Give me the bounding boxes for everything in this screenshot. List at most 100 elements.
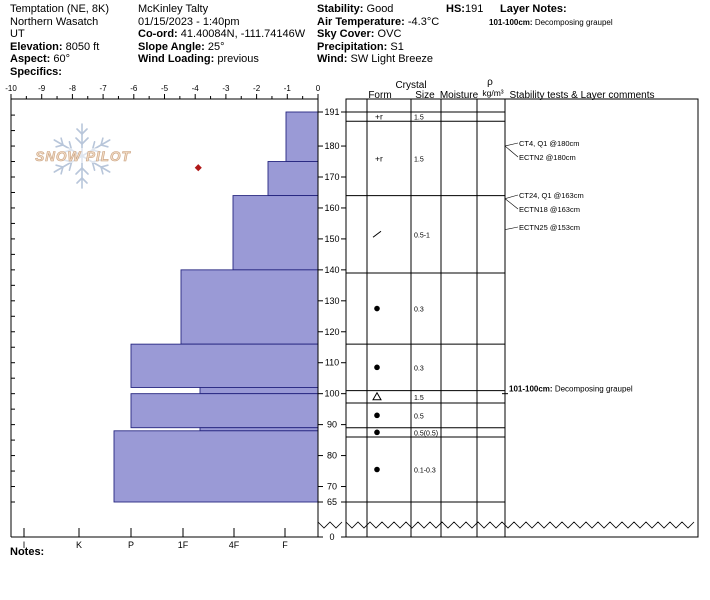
hardness-bar — [232, 195, 319, 271]
height-tick-label: 110 — [325, 358, 339, 368]
hardness-bar — [130, 393, 319, 429]
axis-break-mark — [345, 521, 695, 529]
layer-comment: 101-100cm: Decomposing graupel — [509, 385, 633, 394]
temp-tick-label: -5 — [161, 84, 169, 93]
temp-tick-label: -3 — [222, 84, 230, 93]
specifics: Specifics: — [10, 65, 62, 78]
layer-notes-entry: 101-100cm: Decomposing graupel — [489, 18, 613, 27]
location-range: Northern Wasatch — [10, 15, 99, 28]
temp-tick-label: -2 — [253, 84, 261, 93]
layer-notes-title: Layer Notes: — [500, 3, 567, 15]
temp-tick-label: -4 — [192, 84, 200, 93]
hardness-bar — [267, 161, 319, 197]
location-state: UT — [10, 28, 25, 41]
slope-angle: Slope Angle: 25° — [138, 40, 225, 53]
height-tick-label: 80 — [327, 451, 337, 461]
grain-size: 0.3 — [414, 365, 424, 372]
stability-test-label: CT24, Q1 @163cm — [519, 191, 584, 200]
grain-size: 1.5 — [414, 156, 424, 163]
stability-test-label: ECTN18 @163cm — [519, 205, 580, 214]
grain-form-decomposing — [372, 230, 382, 238]
grain-form-round — [374, 412, 380, 419]
grain-size: 0.1-0.3 — [414, 468, 436, 475]
axis-break-mark — [317, 521, 343, 529]
grain-size: 0.3 — [414, 307, 424, 314]
height-tick-label: 120 — [324, 327, 339, 337]
height-tick-label: 130 — [324, 296, 339, 306]
sky-cover: Sky Cover: OVC — [317, 28, 402, 41]
hardness-bar — [285, 111, 319, 162]
notes-label: Notes: — [10, 546, 45, 558]
height-tick-label: 65 — [327, 497, 337, 507]
grain-size: 0.5 — [414, 413, 424, 420]
hardness-tick-label: I — [23, 540, 26, 550]
grain-form-depth-hoar — [372, 391, 382, 401]
temp-tick-label: -1 — [284, 84, 292, 93]
datetime: 01/15/2023 - 1:40pm — [138, 15, 240, 28]
hardness-bar — [130, 343, 319, 388]
height-tick-label: 140 — [324, 265, 339, 275]
height-tick-label: 160 — [324, 203, 339, 213]
moisture-header: Moisture — [440, 90, 479, 101]
stability: Stability: Good — [317, 3, 394, 15]
grain-size: 0.5-1 — [414, 232, 430, 239]
height-tick-label: 191 — [324, 107, 339, 117]
location-name: Temptation (NE, 8K) — [10, 3, 110, 15]
height-tick-label: 100 — [324, 389, 339, 399]
comment-text: Decomposing graupel — [553, 385, 633, 394]
elevation: Elevation: 8050 ft — [10, 40, 100, 53]
temp-tick-label: 0 — [316, 84, 321, 93]
hardness-bar — [180, 269, 319, 345]
grain-size: 1.5 — [414, 395, 424, 402]
grain-form-round — [374, 466, 380, 473]
location-block: Temptation (NE, 8K) Northern Wasatch UT … — [10, 3, 109, 79]
density-symbol: ρ — [487, 77, 493, 88]
crystal-header: Crystal — [395, 80, 426, 91]
layer-table-frame — [345, 98, 699, 538]
stability-test-leader — [504, 145, 519, 158]
precipitation: Precipitation: S1 — [317, 40, 404, 53]
stability-test-leader — [504, 194, 519, 199]
height-tick-label: 70 — [327, 482, 337, 492]
grain-form-round — [374, 305, 380, 312]
conditions-block: Stability: Good Air Temperature: -4.3°C … — [317, 3, 439, 66]
stability-test-label: CT4, Q1 @180cm — [519, 139, 580, 148]
coordinates: Co-ord: 41.40084N, -111.74146W — [138, 28, 306, 41]
stability-test-leader — [504, 142, 519, 147]
hardness-tick-label: 4F — [229, 540, 240, 550]
temp-tick-label: -6 — [130, 84, 138, 93]
observer-name: McKinley Talty — [138, 3, 209, 15]
grain-form-round — [374, 429, 380, 436]
stability-header: Stability tests & Layer comments — [509, 90, 654, 101]
height-tick-label: 170 — [324, 172, 339, 182]
grain-size: 1.5 — [414, 115, 424, 122]
grain-form-precip: +r — [375, 153, 383, 163]
hardness-tick-label: P — [128, 540, 134, 550]
grain-form-precip: +r — [375, 112, 383, 122]
hardness-bar — [199, 387, 319, 395]
form-header: Form — [368, 90, 391, 101]
hardness-tick-label: K — [76, 540, 82, 550]
hs: HS:191 — [446, 3, 484, 15]
temperature-point — [194, 164, 202, 172]
height-tick-label: 0 — [329, 532, 334, 542]
air-temperature: Air Temperature: -4.3°C — [317, 15, 440, 28]
grain-form-round — [374, 364, 380, 371]
height-tick-label: 180 — [324, 141, 339, 151]
snowpilot-logo: SNOW PILOT — [29, 123, 137, 189]
aspect: Aspect: 60° — [10, 53, 71, 66]
logo-text: SNOW PILOT — [35, 149, 131, 164]
hardness-tick-label: F — [282, 540, 288, 550]
temp-tick-label: -10 — [5, 84, 17, 93]
hardness-tick-label: 1F — [178, 540, 189, 550]
observer-block: McKinley Talty 01/15/2023 - 1:40pm Co-or… — [138, 3, 305, 66]
stability-test-leader — [504, 198, 519, 210]
temp-tick-label: -7 — [100, 84, 108, 93]
temp-tick-label: -8 — [69, 84, 77, 93]
hardness-bar — [113, 430, 319, 503]
grain-size: 0.5(0.5) — [414, 430, 438, 437]
height-tick-label: 150 — [324, 234, 339, 244]
wind: Wind: SW Light Breeze — [317, 53, 434, 66]
stability-test-label: ECTN2 @180cm — [519, 153, 576, 162]
